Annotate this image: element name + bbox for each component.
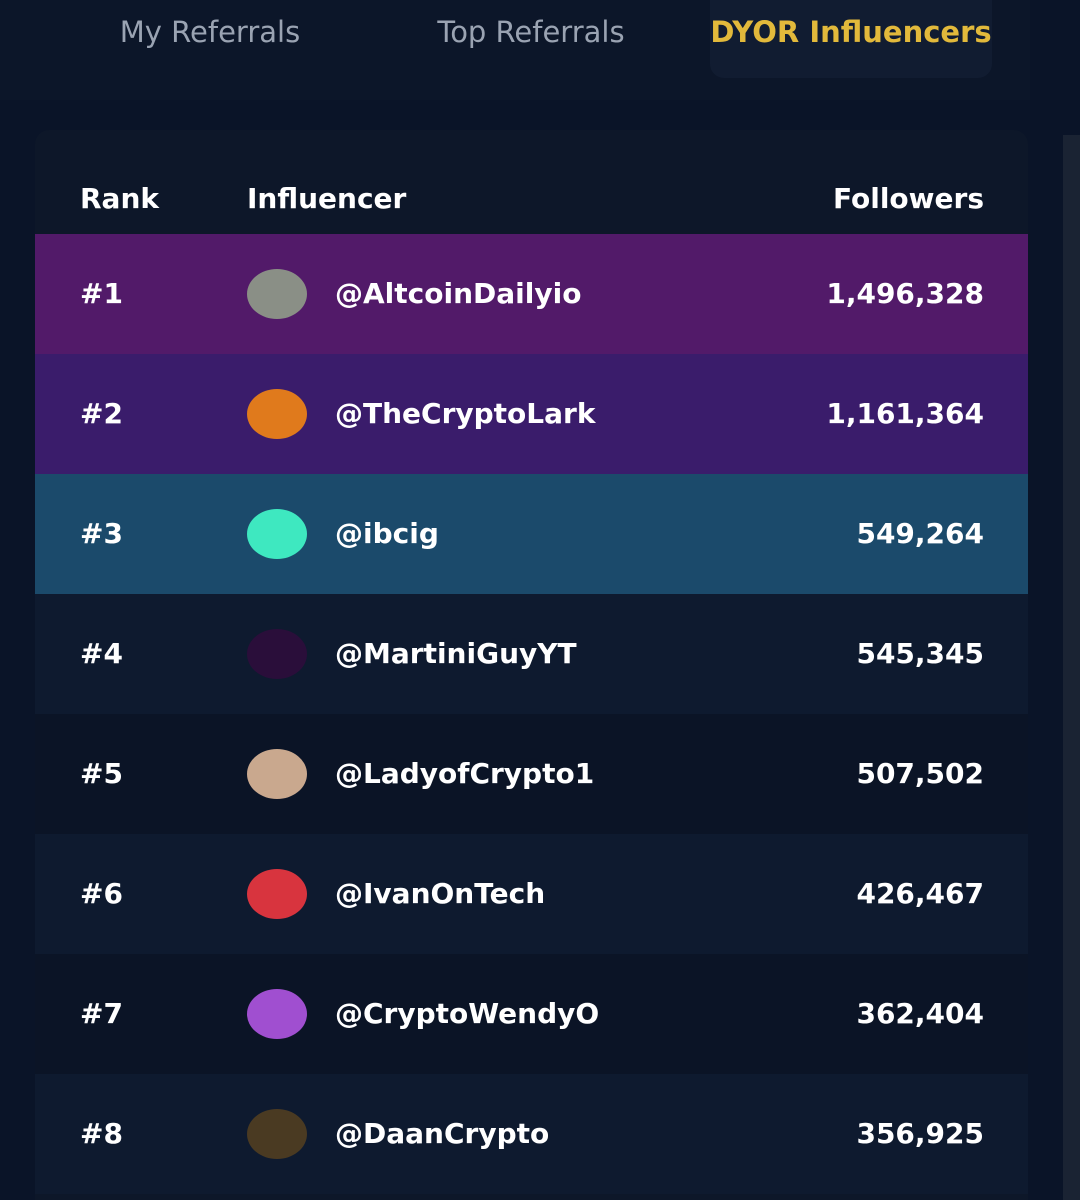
followers: 507,502 [856, 757, 984, 790]
table-row: #2 @TheCryptoLark 1,161,364 [35, 354, 1028, 474]
tab-bar: My Referrals Top Referrals DYOR Influencer… [0, 0, 1030, 100]
avatar [247, 1109, 307, 1159]
rank: #1 [80, 277, 123, 310]
followers: 1,496,328 [826, 277, 984, 310]
influencer-handle: @CryptoWendyO [335, 997, 600, 1030]
followers: 1,161,364 [826, 397, 984, 430]
rank: #7 [80, 997, 123, 1030]
table-row: #6 @IvanOnTech 426,467 [35, 834, 1028, 954]
followers: 426,467 [856, 877, 984, 910]
header-followers: Followers [833, 182, 984, 215]
scrollbar [1063, 135, 1080, 1200]
leaderboard-table: Rank Influencer Followers #1 @AltcoinDail… [35, 130, 1028, 1200]
rank: #4 [80, 637, 123, 670]
rank: #8 [80, 1117, 123, 1150]
table-row: #8 @DaanCrypto 356,925 [35, 1074, 1028, 1194]
header-rank: Rank [80, 182, 160, 215]
table-row: #1 @AltcoinDailyio 1,496,328 [35, 234, 1028, 354]
followers: 356,925 [856, 1117, 984, 1150]
influencer-handle: @AltcoinDailyio [335, 277, 582, 310]
rank: #3 [80, 517, 123, 550]
influencer-handle: @ibcig [335, 517, 439, 550]
tab[interactable]: My Referrals [119, 15, 301, 49]
followers: 362,404 [856, 997, 984, 1030]
avatar [247, 869, 307, 919]
influencer-handle: @IvanOnTech [335, 877, 546, 910]
avatar [247, 629, 307, 679]
rank: #6 [80, 877, 123, 910]
influencer-handle: @DaanCrypto [335, 1117, 550, 1150]
avatar [247, 509, 307, 559]
avatar [247, 389, 307, 439]
tab[interactable]: Top Referrals [437, 15, 625, 49]
influencer-handle: @TheCryptoLark [335, 397, 596, 430]
avatar [247, 269, 307, 319]
avatar [247, 989, 307, 1039]
influencer-handle: @LadyofCrypto1 [335, 757, 595, 790]
avatar [247, 749, 307, 799]
header-influencer: Influencer [247, 182, 407, 215]
table-row: #5 @LadyofCrypto1 507,502 [35, 714, 1028, 834]
followers: 545,345 [856, 637, 984, 670]
table-row: #3 @ibcig 549,264 [35, 474, 1028, 594]
table-row: #4 @MartiniGuyYT 545,345 [35, 594, 1028, 714]
rank: #5 [80, 757, 123, 790]
rank: #2 [80, 397, 123, 430]
tab[interactable]: DYOR Influencers [710, 0, 992, 78]
influencer-handle: @MartiniGuyYT [335, 637, 577, 670]
table-row: #7 @CryptoWendyO 362,404 [35, 954, 1028, 1074]
followers: 549,264 [856, 517, 984, 550]
